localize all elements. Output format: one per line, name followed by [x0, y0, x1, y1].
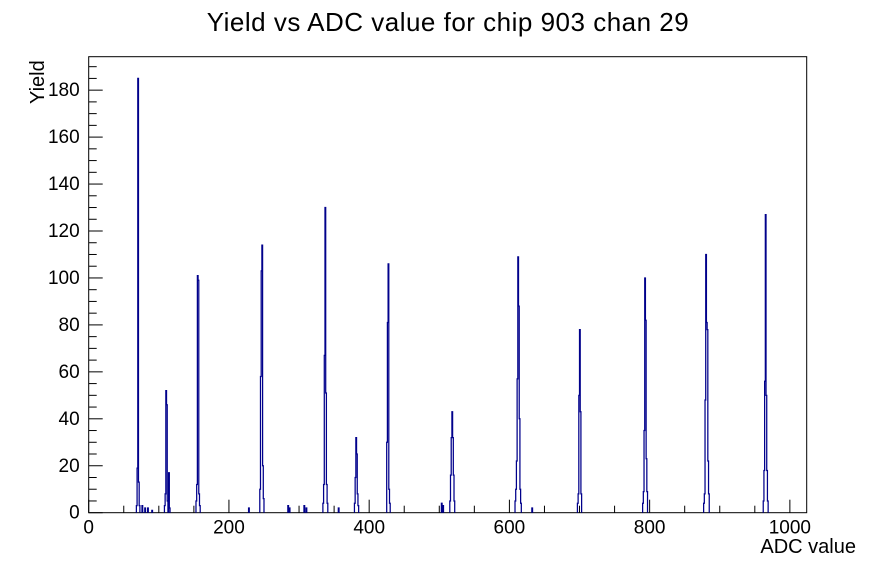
- x-axis-ticks: [88, 499, 791, 513]
- x-tick-label: 600: [494, 518, 526, 539]
- y-tick-label: 180: [48, 80, 80, 101]
- x-tick-label: 1000: [769, 518, 811, 539]
- y-tick-label: 100: [48, 268, 80, 289]
- x-tick-label: 200: [213, 518, 245, 539]
- x-tick-label: 0: [83, 518, 94, 539]
- x-tick-label: 800: [634, 518, 666, 539]
- y-tick-label: 140: [48, 174, 80, 195]
- y-tick-label: 0: [69, 503, 80, 524]
- y-tick-label: 80: [59, 315, 80, 336]
- yield-histogram-series: [135, 77, 769, 513]
- chart-title: Yield vs ADC value for chip 903 chan 29: [206, 7, 690, 37]
- y-tick-label: 40: [59, 409, 80, 430]
- y-tick-label: 120: [48, 221, 80, 242]
- y-axis-ticks: [88, 66, 103, 514]
- x-tick-label: 400: [353, 518, 385, 539]
- y-axis-title: Yield: [27, 60, 49, 104]
- y-tick-labels: 0 20 40 60 80 100 120 140 160 180: [48, 80, 80, 524]
- y-tick-label: 160: [48, 127, 80, 148]
- y-tick-label: 60: [59, 362, 80, 383]
- x-tick-labels: 0 200 400 600 800 1000: [83, 518, 811, 539]
- plot-frame: [88, 56, 808, 514]
- x-axis-title: ADC value: [760, 536, 856, 558]
- y-tick-label: 20: [59, 456, 80, 477]
